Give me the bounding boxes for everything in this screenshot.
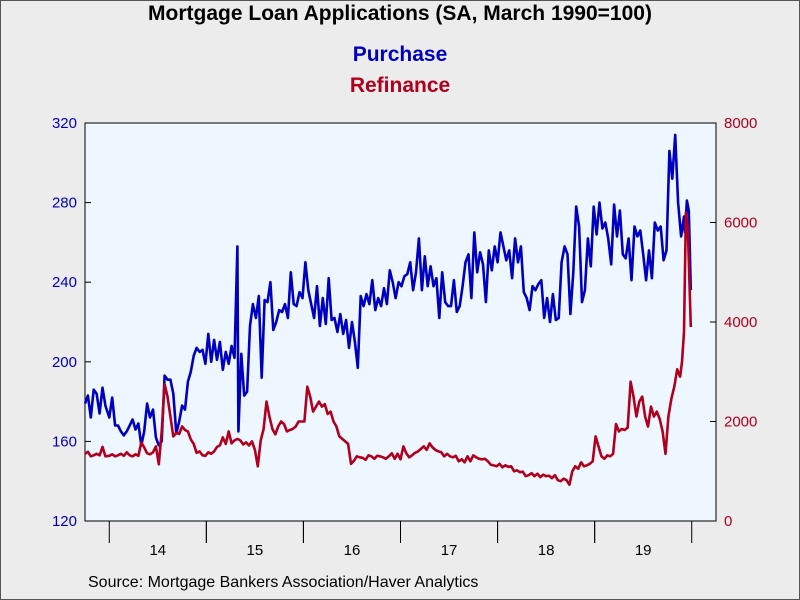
left-axis: 320 280 240 200 160 120 <box>52 115 91 530</box>
right-tick-label: 0 <box>724 513 732 530</box>
x-tick-label: 17 <box>441 542 458 559</box>
left-tick-label: 320 <box>52 115 77 132</box>
right-tick-label: 2000 <box>724 414 757 431</box>
left-tick-label: 280 <box>52 195 77 212</box>
right-axis: 8000 6000 4000 2000 0 <box>710 115 757 530</box>
x-tick-label: 18 <box>538 542 555 559</box>
x-tick-label: 15 <box>247 542 264 559</box>
x-tick-label: 16 <box>344 542 361 559</box>
plot-area <box>84 122 717 522</box>
series-line-purchase <box>83 133 693 447</box>
x-tick-label: 19 <box>635 542 652 559</box>
chart-title: Mortgage Loan Applications (SA, March 19… <box>148 2 652 25</box>
left-tick-label: 240 <box>52 274 77 291</box>
right-tick-label: 6000 <box>724 215 757 232</box>
x-axis: 14 15 16 17 18 19 <box>108 521 693 559</box>
right-tick-label: 4000 <box>724 314 757 331</box>
series-layer <box>83 133 693 486</box>
legend-entry-refinance: Refinance <box>349 74 451 97</box>
x-tick-label: 14 <box>149 542 166 559</box>
legend-entry-purchase: Purchase <box>352 43 448 66</box>
left-tick-label: 160 <box>52 433 77 450</box>
left-tick-label: 120 <box>52 513 77 530</box>
left-tick-label: 200 <box>52 354 77 371</box>
source-note: Source: Mortgage Bankers Association/Hav… <box>88 574 479 591</box>
right-tick-label: 8000 <box>724 115 757 132</box>
series-line-refinance <box>84 211 693 486</box>
